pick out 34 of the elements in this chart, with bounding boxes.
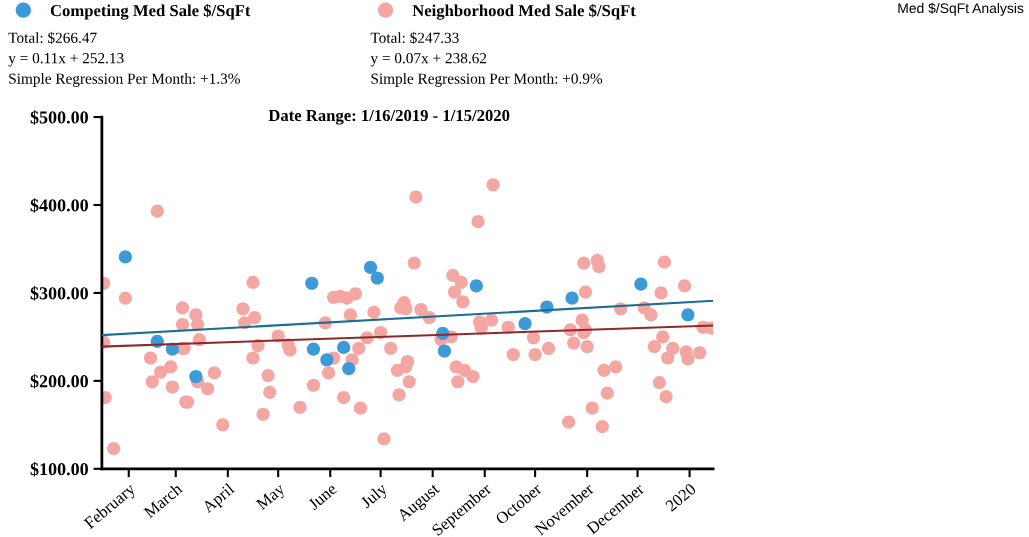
x-tick-label: 2020 [664,482,697,512]
point [189,369,203,384]
text: Med $/SqFt Analysis [898,2,1024,16]
text: Total: $247.33 [370,31,459,44]
point [469,279,483,293]
text: Simple Regression Per Month: +1.3% [9,73,240,87]
x-tick-label: July [359,482,391,512]
point [437,344,452,358]
point [305,276,319,290]
point [565,291,579,305]
legend-label: Competing Med Sale $/SqFt [50,3,251,20]
text: Total: $266.47 [8,31,97,44]
y-tick-label: $200.00 [30,374,88,389]
point [342,361,356,376]
legend-label: Neighborhood Med Sale $/SqFt [412,3,636,20]
point [118,250,132,264]
point [518,317,532,331]
y-tick-label: $300.00 [30,286,88,301]
x-tick-label: May [255,482,288,513]
x-tick-label: June [307,482,338,511]
point [634,277,648,291]
point [306,342,321,356]
chart-title: Date Range: 1/16/2019 - 1/15/2020 [268,109,510,125]
point [681,308,695,322]
y-tick-label: $100.00 [30,461,88,477]
text: y = 0.07x + 238.62 [370,53,487,67]
point [320,353,334,367]
point [370,271,384,285]
y-tick-label: $500.00 [30,110,88,125]
point [363,260,378,275]
text: y = 0.11x + 252.13 [8,53,124,67]
text: Simple Regression Per Month: +0.9% [371,73,603,87]
y-tick-label: $400.00 [30,198,88,213]
point [337,340,351,355]
